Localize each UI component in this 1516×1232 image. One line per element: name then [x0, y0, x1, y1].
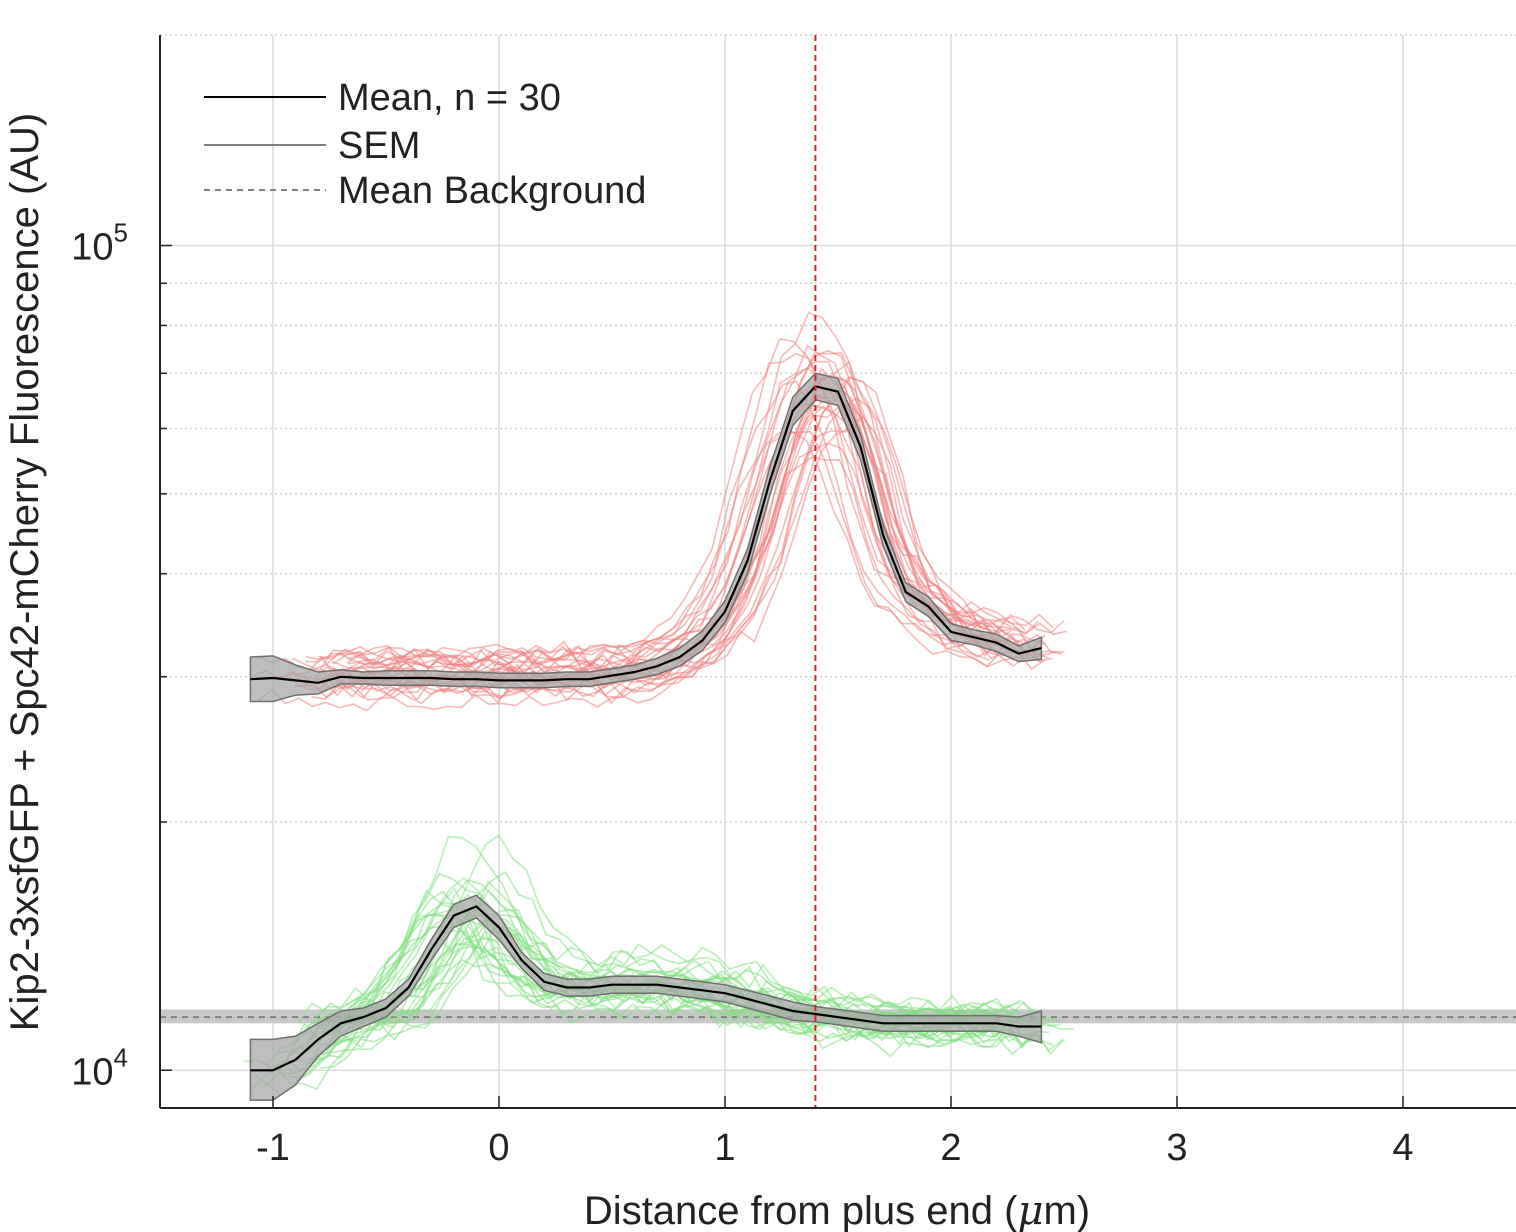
trace-gfp: [295, 834, 1056, 1081]
trace-mcherry: [305, 399, 1039, 665]
sem-bands: [249, 372, 1043, 1101]
trace-mcherry: [322, 372, 1001, 700]
trace-mcherry: [279, 376, 1040, 694]
legend-label-sem: SEM: [338, 125, 420, 167]
y-tick-label: 105: [71, 218, 128, 269]
x-axis-label: Distance from plus end (μm): [584, 1188, 1090, 1232]
trace-mcherry: [320, 376, 1041, 689]
mean-lines: [250, 385, 1042, 1072]
grid: [160, 34, 1516, 1109]
trace-mcherry: [347, 311, 1054, 666]
legend-label-mean: Mean, n = 30: [338, 77, 561, 119]
trace-mcherry: [257, 349, 1005, 712]
tick-labels: -1 0 1 2 3 4 104 105: [71, 218, 1413, 1169]
y-tick-label: 104: [71, 1042, 128, 1093]
x-tick-label: -1: [256, 1127, 290, 1169]
x-tick-label: 2: [940, 1127, 961, 1169]
mean-line: [250, 385, 1042, 684]
trace-gfp: [328, 909, 1021, 1034]
axes: [159, 35, 1516, 1109]
x-tick-label: 3: [1166, 1127, 1187, 1169]
legend: Mean, n = 30 SEM Mean Background: [204, 77, 646, 212]
trace-mcherry: [360, 415, 1053, 696]
x-tick-label: 1: [714, 1127, 735, 1169]
sem-band: [249, 894, 1043, 1101]
mean-line: [250, 905, 1042, 1072]
legend-label-background: Mean Background: [338, 170, 646, 212]
x-tick-label: 0: [488, 1127, 509, 1169]
y-axis-label: Kip2-3xsfGFP + Spc42-mCherry Fluorescenc…: [3, 113, 47, 1031]
trace-gfp: [252, 942, 1054, 1096]
x-tick-label: 4: [1392, 1127, 1413, 1169]
trace-mcherry: [292, 375, 1012, 675]
